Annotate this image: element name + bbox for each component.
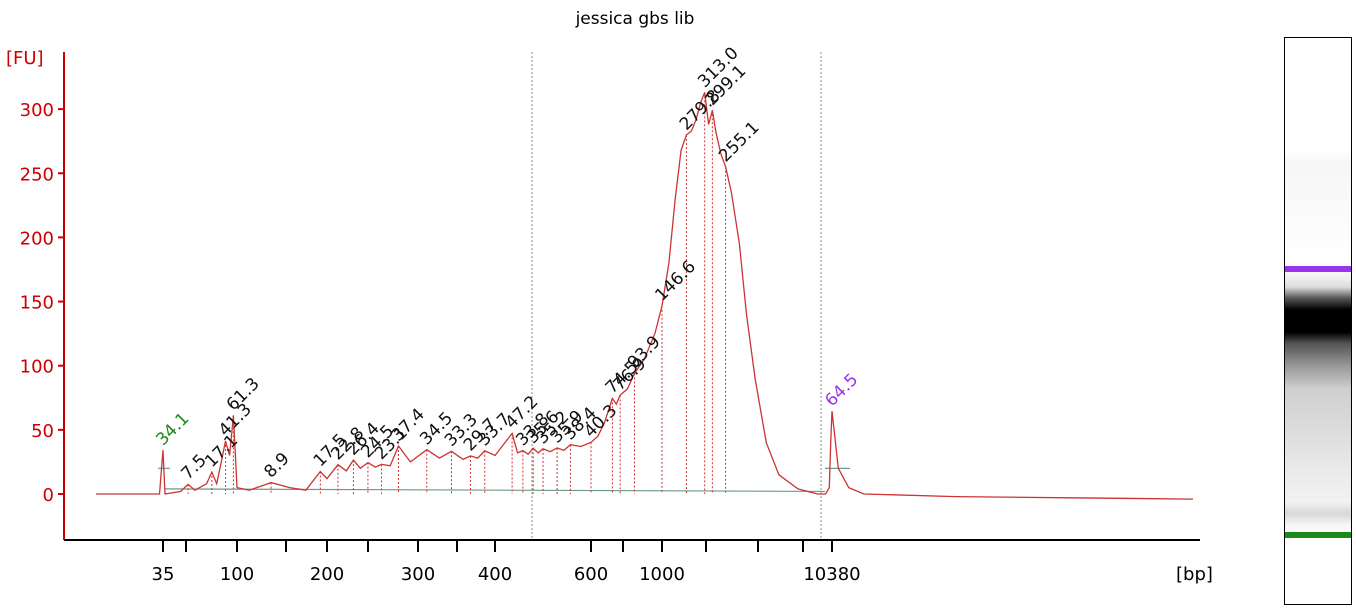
y-axis-title: [FU] [6,48,44,69]
y-tick-label: 0 [43,485,54,506]
electropherogram-plot: jessica gbs lib [FU] [bp] 0 50 100 150 200 250 30… [6,9,1213,585]
peak-label: 34.1 [152,409,193,450]
x-tick-label: 300 [401,564,435,585]
peak-label: 64.5 [821,370,862,411]
x-axis-title: [bp] [1176,564,1213,585]
y-tick-label: 100 [20,357,54,378]
x-tick-label: 1000 [639,564,685,585]
gel-lane-image [1284,37,1352,605]
x-tick-label: 100 [220,564,254,585]
y-tick-label: 150 [20,293,54,314]
y-tick-label: 50 [31,421,54,442]
gel-upper-marker-band [1285,266,1351,272]
x-tick-label: 600 [574,564,608,585]
baseline-line [164,488,826,493]
fluorescence-trace [96,92,1194,500]
x-tick-label: 400 [478,564,512,585]
peak-label: 255.1 [715,118,764,167]
peak-label: 8.9 [260,449,293,482]
peak-label: 146.6 [651,257,700,306]
y-tick-label: 300 [20,100,54,121]
y-tick-label: 250 [20,164,54,185]
chart-title: jessica gbs lib [575,9,695,29]
gel-lower-marker-band [1285,532,1351,538]
y-tick-label: 200 [20,228,54,249]
x-tick-label: 35 [152,564,175,585]
x-tick-label: 200 [310,564,344,585]
x-tick-label: 10380 [803,564,860,585]
